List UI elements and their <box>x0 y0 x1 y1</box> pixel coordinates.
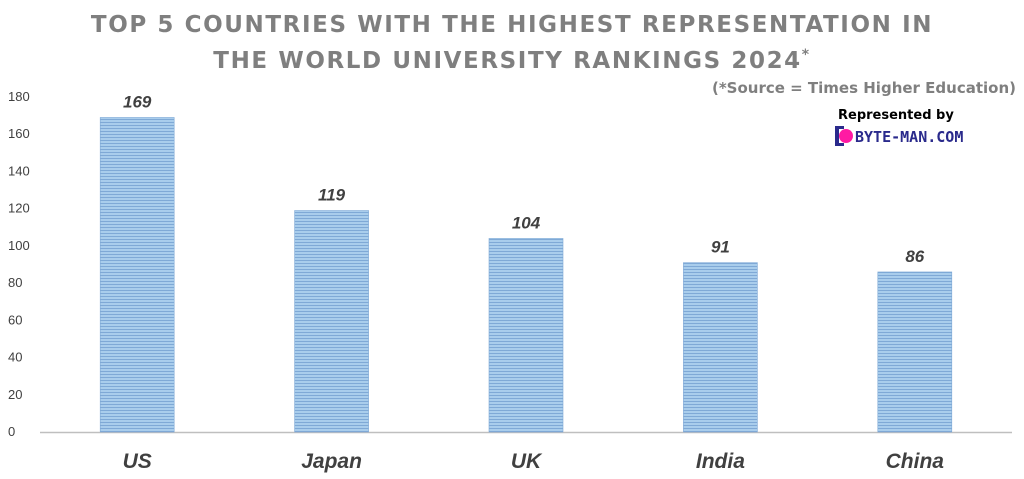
x-tick-label-us: US <box>123 450 152 473</box>
y-axis: 0 20 40 60 80 100 120 140 160 180 <box>8 89 30 439</box>
chart-title-line2: THE WORLD UNIVERSITY RANKINGS 2024* <box>213 47 810 74</box>
data-label-japan: 119 <box>318 186 346 205</box>
y-tick-label: 20 <box>8 387 22 402</box>
byte-man-logo: Represented by BYTE-MAN.COM <box>835 108 963 146</box>
bar-china <box>877 271 953 433</box>
data-label-us: 169 <box>123 92 152 111</box>
data-labels: 169 119 104 91 86 <box>123 92 925 265</box>
x-tick-label-japan: Japan <box>301 450 362 473</box>
chart-title: TOP 5 COUNTRIES WITH THE HIGHEST REPRESE… <box>91 12 933 74</box>
x-tick-label-china: China <box>886 450 945 473</box>
logo-caption: Represented by <box>838 108 954 123</box>
y-tick-label: 140 <box>8 163 30 178</box>
logo-emblem-icon <box>835 126 853 146</box>
x-tick-label-uk: UK <box>511 450 543 473</box>
y-tick-label: 100 <box>8 238 30 253</box>
y-tick-label: 0 <box>8 424 15 439</box>
data-label-uk: 104 <box>512 213 541 232</box>
bar-us <box>99 117 175 433</box>
x-axis: US Japan UK India China <box>40 431 1012 473</box>
bar-series <box>99 117 953 433</box>
bar-japan <box>294 210 369 433</box>
y-tick-label: 180 <box>8 89 30 104</box>
logo-text: BYTE-MAN.COM <box>855 128 963 146</box>
title-footnote-mark: * <box>802 47 811 63</box>
y-tick-label: 160 <box>8 126 30 141</box>
data-label-china: 86 <box>905 247 924 266</box>
source-note: (*Source = Times Higher Education) <box>712 79 1016 97</box>
chart-title-line1: TOP 5 COUNTRIES WITH THE HIGHEST REPRESE… <box>91 12 933 38</box>
data-label-india: 91 <box>711 238 730 257</box>
bar-uk <box>488 238 564 433</box>
y-tick-label: 60 <box>8 312 22 327</box>
y-tick-label: 120 <box>8 201 30 216</box>
bar-india <box>683 262 758 433</box>
y-tick-label: 40 <box>8 350 22 365</box>
x-tick-label-india: India <box>696 450 745 473</box>
y-tick-label: 80 <box>8 275 22 290</box>
